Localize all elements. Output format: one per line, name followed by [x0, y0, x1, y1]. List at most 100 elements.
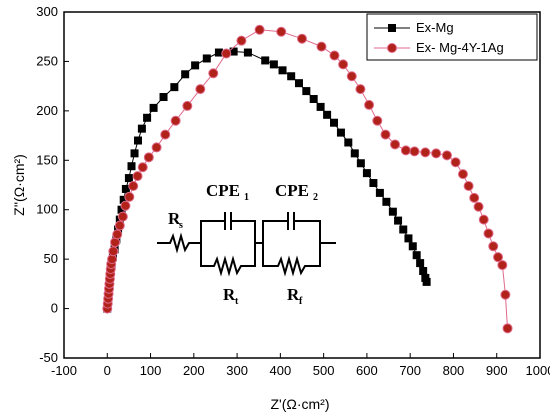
wire-cpe1-left — [200, 220, 225, 243]
data-point-ex-mg — [202, 54, 211, 63]
legend-label-ex-mg-4y-1ag: Ex- Mg-4Y-1Ag — [416, 40, 504, 55]
x-tick-label: 0 — [104, 363, 111, 378]
plot-frame — [63, 11, 541, 359]
data-point-ex-mg — [269, 60, 278, 69]
data-point-ex-mg — [350, 149, 359, 158]
data-point-ex-mg — [323, 110, 332, 119]
data-point-ex-mg-4y-1ag — [329, 50, 340, 61]
data-point-ex-mg — [375, 188, 384, 197]
data-point-ex-mg-4y-1ag — [297, 33, 307, 44]
wire-cpe1-right — [231, 220, 256, 243]
data-point-ex-mg — [127, 162, 136, 171]
data-point-ex-mg — [369, 179, 378, 188]
data-point-ex-mg-4y-1ag — [143, 152, 154, 163]
legend-marker-ex-mg-4y-1ag — [387, 43, 397, 53]
data-point-ex-mg-4y-1ag — [497, 260, 508, 271]
x-tick-label: 300 — [226, 363, 248, 378]
x-tick-label: 200 — [183, 363, 205, 378]
data-point-ex-mg — [356, 159, 365, 168]
data-point-ex-mg — [394, 216, 403, 225]
data-point-ex-mg — [191, 61, 200, 70]
data-point-ex-mg-4y-1ag — [441, 150, 452, 161]
data-point-ex-mg-4y-1ag — [364, 99, 375, 110]
wire-cpe2-left — [262, 220, 288, 243]
data-point-ex-mg-4y-1ag — [493, 252, 504, 263]
data-point-ex-mg — [243, 48, 252, 57]
data-point-ex-mg — [309, 94, 318, 103]
data-point-ex-mg — [214, 48, 223, 57]
x-tick-label: 500 — [313, 363, 335, 378]
data-point-ex-mg — [121, 184, 130, 193]
label-rt: R — [223, 285, 236, 304]
label-rs-sub: s — [179, 220, 183, 231]
data-point-ex-mg-4y-1ag — [170, 115, 181, 126]
y-tick-label: 100 — [36, 202, 58, 217]
x-tick-label: 400 — [270, 363, 292, 378]
data-point-ex-mg — [422, 277, 431, 286]
x-tick-label: -100 — [51, 363, 77, 378]
data-point-ex-mg-4y-1ag — [420, 147, 431, 158]
label-rt-sub: t — [235, 296, 239, 307]
label-cpe1-sub: 1 — [244, 192, 249, 203]
data-point-ex-mg-4y-1ag — [160, 129, 171, 140]
data-point-ex-mg — [404, 234, 413, 243]
data-point-ex-mg-4y-1ag — [390, 139, 401, 150]
data-point-ex-mg-4y-1ag — [400, 145, 411, 156]
label-cpe1: CPE — [206, 181, 240, 200]
equivalent-circuit — [157, 212, 336, 277]
data-point-ex-mg — [416, 259, 425, 268]
resistor-rf — [262, 243, 321, 277]
data-point-ex-mg-4y-1ag — [195, 84, 206, 95]
data-point-ex-mg-4y-1ag — [276, 26, 287, 37]
x-tick-label: 100 — [140, 363, 162, 378]
data-point-ex-mg — [229, 47, 238, 56]
data-point-ex-mg-4y-1ag — [450, 157, 461, 168]
data-point-ex-mg — [412, 251, 421, 260]
data-point-ex-mg-4y-1ag — [431, 148, 442, 159]
data-point-ex-mg — [336, 128, 345, 137]
data-point-ex-mg-4y-1ag — [182, 100, 193, 111]
y-axis-title: Z''(Ω·cm²) — [11, 154, 27, 216]
data-point-ex-mg-4y-1ag — [473, 201, 484, 212]
data-point-ex-mg-4y-1ag — [108, 246, 119, 257]
label-cpe2-sub: 2 — [313, 192, 318, 203]
y-tick-label: 200 — [36, 103, 58, 118]
resistor-rt — [200, 243, 256, 277]
data-point-ex-mg-4y-1ag — [488, 241, 499, 252]
circuit-labels: R s CPE 1 CPE 2 R t R f — [168, 181, 318, 307]
data-point-ex-mg — [149, 103, 158, 112]
data-point-ex-mg-4y-1ag — [128, 180, 139, 191]
x-tick-label: 700 — [399, 363, 421, 378]
label-cpe2: CPE — [275, 181, 309, 200]
data-point-ex-mg-4y-1ag — [132, 171, 143, 182]
data-point-ex-mg — [419, 267, 428, 276]
resistor-rs — [157, 232, 201, 254]
x-tick-label: 900 — [486, 363, 508, 378]
data-point-ex-mg-4y-1ag — [346, 71, 357, 82]
data-point-ex-mg — [137, 124, 146, 133]
data-point-ex-mg — [261, 56, 270, 65]
legend-label-ex-mg: Ex-Mg — [416, 20, 454, 35]
data-point-ex-mg-4y-1ag — [338, 59, 349, 70]
data-point-ex-mg — [294, 79, 303, 88]
data-point-ex-mg — [388, 207, 397, 216]
data-point-ex-mg-4y-1ag — [478, 214, 489, 225]
data-point-ex-mg — [278, 66, 287, 75]
y-tick-label: 300 — [36, 4, 58, 19]
data-point-ex-mg-4y-1ag — [380, 129, 391, 140]
data-point-ex-mg — [408, 242, 417, 251]
data-point-ex-mg-4y-1ag — [112, 229, 123, 240]
label-rf: R — [287, 285, 300, 304]
y-tick-label: 250 — [36, 53, 58, 68]
data-point-ex-mg — [399, 225, 408, 234]
legend: Ex-Mg Ex- Mg-4Y-1Ag — [366, 13, 538, 61]
data-point-ex-mg-4y-1ag — [372, 115, 383, 126]
wire-cpe2-right — [294, 220, 321, 243]
data-point-ex-mg-4y-1ag — [124, 191, 135, 202]
data-point-ex-mg — [302, 87, 311, 96]
data-point-ex-mg-4y-1ag — [355, 84, 366, 95]
